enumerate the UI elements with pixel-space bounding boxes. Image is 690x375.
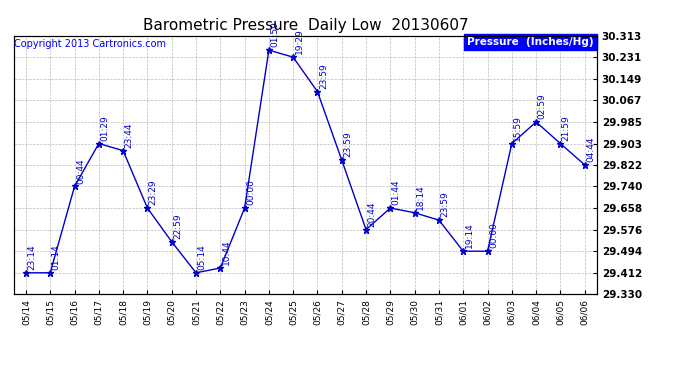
Text: 23:29: 23:29 [149,180,158,205]
Text: 23:59: 23:59 [440,192,449,217]
Text: 01:29: 01:29 [100,115,109,141]
Text: 10:44: 10:44 [221,240,230,265]
Text: 01:14: 01:14 [52,244,61,270]
Text: 00:00: 00:00 [489,222,498,248]
Text: 02:59: 02:59 [538,93,546,119]
Text: 20:44: 20:44 [368,201,377,227]
Text: 05:14: 05:14 [197,244,206,270]
Text: 01:44: 01:44 [392,180,401,205]
Text: 21:59: 21:59 [562,115,571,141]
Text: 01:59: 01:59 [270,21,279,47]
Text: 15:59: 15:59 [513,115,522,141]
Text: 18:14: 18:14 [416,184,425,210]
Text: Copyright 2013 Cartronics.com: Copyright 2013 Cartronics.com [14,39,166,50]
Text: 04:44: 04:44 [586,136,595,162]
Title: Barometric Pressure  Daily Low  20130607: Barometric Pressure Daily Low 20130607 [143,18,468,33]
Text: 23:59: 23:59 [319,63,328,89]
Text: 00:00: 00:00 [246,179,255,205]
Text: 22:59: 22:59 [173,213,182,239]
Text: Pressure  (Inches/Hg): Pressure (Inches/Hg) [467,37,594,47]
Text: 23:59: 23:59 [343,132,352,158]
Text: 23:44: 23:44 [124,122,133,148]
Text: 23:14: 23:14 [28,244,37,270]
Text: 19:14: 19:14 [464,223,473,248]
Text: 00:44: 00:44 [76,158,85,184]
Text: 19:29: 19:29 [295,28,304,54]
